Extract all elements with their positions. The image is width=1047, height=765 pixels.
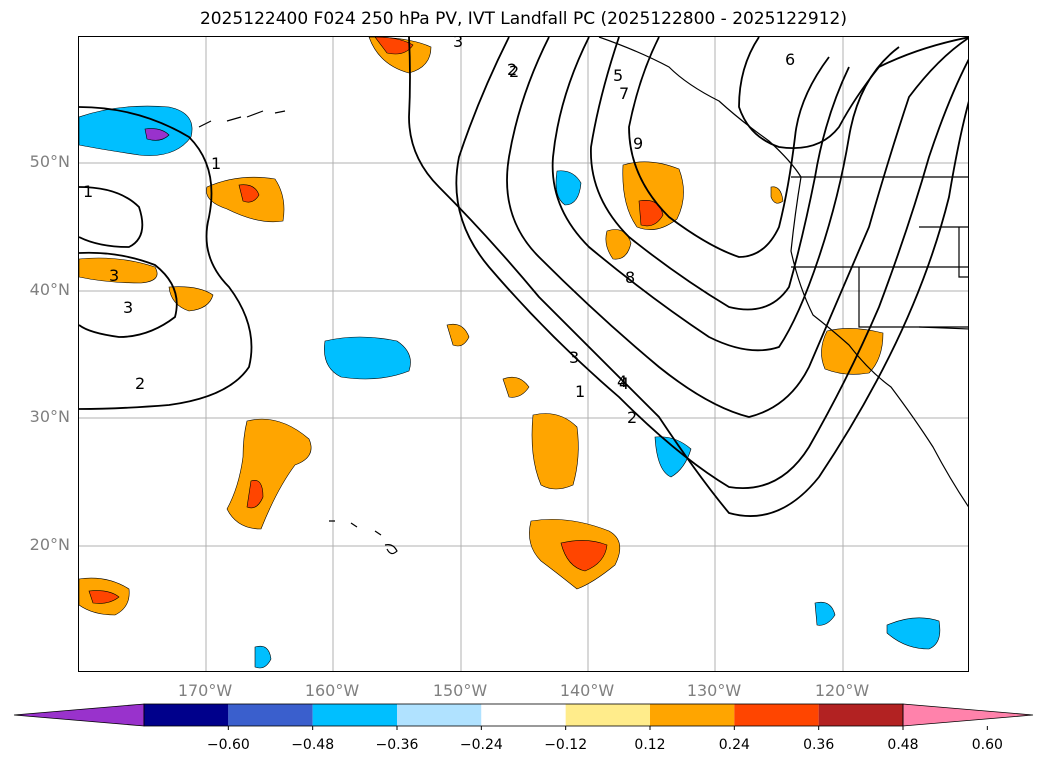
lon-label-170w: 170°W bbox=[177, 681, 233, 700]
contour-label: 1 bbox=[575, 382, 585, 401]
lon-label-150w: 150°W bbox=[432, 681, 488, 700]
colorbar-tick-label: −0.48 bbox=[291, 737, 335, 753]
colorbar-segment bbox=[312, 704, 397, 726]
ivt-contours bbox=[79, 37, 968, 517]
contour-label: 2 bbox=[135, 374, 145, 393]
contour-label: 4 bbox=[619, 374, 629, 393]
contour-label: 1 bbox=[211, 154, 221, 173]
colorbar-tick-label: 0.12 bbox=[634, 737, 666, 753]
colorbar-outline bbox=[143, 703, 904, 727]
colorbar-tick-label: −0.36 bbox=[375, 737, 419, 753]
map-title: 2025122400 F024 250 hPa PV, IVT Landfall… bbox=[199, 9, 847, 29]
colorbar-segment bbox=[144, 704, 229, 726]
pv-shading bbox=[79, 37, 941, 669]
lon-label-120w: 120°W bbox=[814, 681, 870, 700]
contour-label: 5 bbox=[613, 66, 623, 85]
colorbar-segment bbox=[228, 704, 313, 726]
colorbar-tick-label: 0.48 bbox=[887, 737, 919, 753]
lon-label-160w: 160°W bbox=[304, 681, 360, 700]
colorbar-segment bbox=[650, 704, 735, 726]
colorbar-tick-label: −0.24 bbox=[459, 737, 503, 753]
map-panel[interactable]: 1 2 3 4 5 6 7 8 9 3 4 3 2 1 2 3 1 2 bbox=[78, 36, 969, 672]
lat-label-30n: 30°N bbox=[29, 407, 70, 426]
contour-label: 2 bbox=[507, 60, 517, 79]
lat-label-50n: 50°N bbox=[29, 152, 70, 171]
contour-label: 4 bbox=[617, 372, 627, 391]
contour-label: 1 bbox=[83, 182, 93, 201]
colorbar-tick-label: −0.12 bbox=[544, 737, 588, 753]
contour-label: 2 bbox=[627, 408, 637, 427]
contour-labels: 1 2 3 4 5 6 7 8 9 3 4 3 2 1 2 3 1 2 bbox=[83, 37, 795, 427]
contour-label: 6 bbox=[785, 50, 795, 69]
colorbar bbox=[13, 703, 1034, 730]
colorbar-segment bbox=[481, 704, 566, 726]
lat-label-20n: 20°N bbox=[29, 535, 70, 554]
contour-label: 2 bbox=[509, 62, 519, 81]
contour-label: 3 bbox=[123, 298, 133, 317]
contour-label: 3 bbox=[569, 348, 579, 367]
colorbar-segment bbox=[818, 704, 903, 726]
coastlines bbox=[198, 37, 968, 555]
contour-label: 9 bbox=[633, 134, 643, 153]
contour-label: 3 bbox=[453, 37, 463, 51]
colorbar-segment bbox=[397, 704, 482, 726]
colorbar-extend-high bbox=[902, 703, 1034, 727]
colorbar-segment bbox=[565, 704, 650, 726]
colorbar-tick-label: 0.24 bbox=[718, 737, 750, 753]
colorbar-tick-label: −0.60 bbox=[206, 737, 250, 753]
lon-label-140w: 140°W bbox=[559, 681, 615, 700]
contour-label: 3 bbox=[109, 266, 119, 285]
lon-label-130w: 130°W bbox=[686, 681, 742, 700]
map-canvas: 1 2 3 4 5 6 7 8 9 3 4 3 2 1 2 3 1 2 bbox=[79, 37, 968, 671]
colorbar-segment bbox=[734, 704, 819, 726]
contour-label: 7 bbox=[619, 84, 629, 103]
colorbar-tick-label: 0.36 bbox=[803, 737, 835, 753]
contour-label: 8 bbox=[625, 268, 635, 287]
colorbar-tick-label: 0.60 bbox=[971, 737, 1003, 753]
lat-label-40n: 40°N bbox=[29, 280, 70, 299]
colorbar-extend-low bbox=[13, 703, 145, 727]
